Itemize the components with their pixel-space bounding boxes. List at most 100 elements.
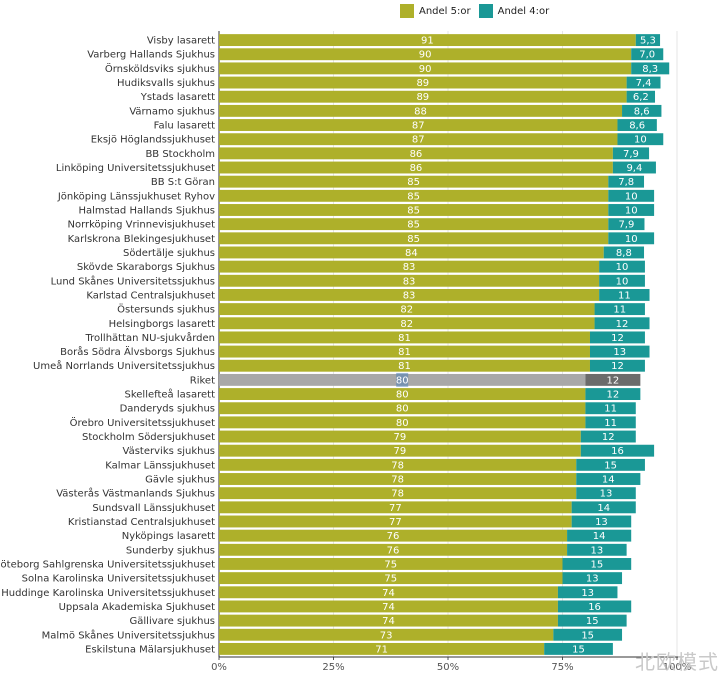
data-label-andel-5: 82 [400,319,413,330]
y-category-label: Umeå Norrlands Universitetssjukhus [33,359,215,372]
bar-andel-4 [589,331,645,344]
bar-andel-5 [219,614,558,627]
data-label-andel-5: 91 [421,36,434,47]
data-label-andel-5: 89 [416,78,429,89]
bar-andel-4 [557,614,627,627]
data-label-andel-4: 8,6 [634,106,650,117]
bar-andel-4 [594,303,645,316]
bar-andel-4 [585,402,636,415]
data-label-andel-5: 73 [380,630,393,641]
data-label-andel-4: 10 [616,262,629,273]
y-category-label: Skövde Skaraborgs Sjukhus [77,262,215,273]
data-label-andel-5: 76 [387,545,400,556]
bar-andel-5 [219,444,581,457]
data-label-andel-4: 10 [625,205,638,216]
bar-andel-5 [219,218,609,231]
data-label-andel-4: 15 [572,644,585,655]
bar-andel-4 [631,62,670,75]
y-category-label: Hudiksvalls sjukhus [117,78,215,89]
bar-andel-5 [219,274,600,287]
data-label-andel-4: 7,4 [636,78,652,89]
y-category-label: Gävle sjukhus [145,475,215,486]
bar-andel-5 [219,189,609,202]
data-label-andel-5: 87 [412,121,425,132]
data-label-andel-5: 75 [384,559,397,570]
data-label-andel-5: 89 [416,92,429,103]
data-label-andel-5: 85 [407,177,420,188]
y-category-label: Jönköping Länssjukhuset Ryhov [57,191,215,202]
y-category-label: Värnamo sjukhus [129,106,215,117]
bar-andel-5 [219,246,604,259]
y-category-label: BB Stockholm [145,149,215,160]
bar-andel-4 [544,642,613,655]
data-label-andel-5: 80 [396,390,409,401]
chart-legend: Andel 5:or Andel 4:or [400,3,557,19]
data-label-andel-5: 80 [396,404,409,415]
bar-andel-5 [219,175,609,188]
data-label-andel-5: 86 [410,163,423,174]
bar-andel-5 [219,104,623,117]
y-category-label: Östersunds sjukhus [117,303,215,316]
bar-andel-4 [594,317,650,330]
data-label-andel-4: 11 [613,305,626,316]
y-category-label: Riket [190,375,215,386]
data-label-andel-5: 82 [400,305,413,316]
legend-item-four: Andel 4:or [478,4,550,18]
data-label-andel-5: 78 [391,475,404,486]
y-category-label: Sunderby sjukhus [126,545,215,556]
bar-andel-5 [219,48,632,61]
bar-andel-4 [631,48,664,61]
data-label-andel-4: 16 [588,602,601,613]
y-category-label: Uppsala Akademiska Sjukhuset [59,602,215,613]
y-category-label: Borås Södra Älvsborgs Sjukhus [60,345,215,358]
y-category-label: Nyköpings lasarett [122,531,215,542]
bar-andel-4 [585,373,641,386]
data-label-andel-5: 78 [391,489,404,500]
bar-andel-4 [567,543,627,556]
bar-andel-4 [585,388,641,401]
x-tick-label: 50% [437,662,459,673]
data-label-andel-5: 85 [407,220,420,231]
data-label-andel-5: 77 [389,517,402,528]
bar-andel-5 [219,317,595,330]
x-tick-label: 75% [551,662,573,673]
y-category-label: Halmstad Hallands Sjukhus [79,205,216,216]
data-label-andel-5: 80 [396,375,409,386]
data-label-andel-4: 10 [634,135,647,146]
bar-andel-4 [599,288,650,301]
data-label-andel-4: 13 [590,545,603,556]
bar-andel-5 [219,161,613,174]
bar-andel-5 [219,628,554,641]
data-label-andel-4: 10 [616,276,629,287]
bar-andel-4 [635,34,661,47]
bar-andel-5 [219,388,586,401]
y-category-label: Karlskrona Blekingesjukhuset [68,234,215,245]
data-label-andel-5: 75 [384,574,397,585]
legend-label-four: Andel 4:or [497,5,550,17]
data-label-andel-5: 90 [419,64,432,75]
data-label-andel-4: 7,0 [639,50,655,61]
riket-marker [396,372,409,387]
bar-andel-4 [562,572,623,585]
bar-andel-4 [557,600,632,613]
y-category-label: Danderyds sjukhus [120,404,215,415]
bar-andel-5 [219,529,568,542]
bar-andel-5 [219,232,609,245]
data-label-andel-4: 5,3 [640,36,656,47]
data-label-andel-4: 12 [611,333,624,344]
data-label-andel-4: 14 [602,475,615,486]
bar-andel-5 [219,260,600,273]
bar-andel-4 [626,76,661,89]
bar-andel-4 [580,444,655,457]
bar-andel-5 [219,133,618,146]
bar-andel-5 [219,345,590,358]
data-label-andel-5: 84 [405,248,418,259]
data-label-andel-4: 8,3 [642,64,658,75]
data-label-andel-4: 12 [602,432,615,443]
y-category-label: Södertälje sjukhus [123,248,215,259]
bar-andel-4 [599,260,645,273]
data-label-andel-5: 79 [394,432,407,443]
data-label-andel-5: 81 [398,361,411,372]
bar-andel-5 [219,586,558,599]
